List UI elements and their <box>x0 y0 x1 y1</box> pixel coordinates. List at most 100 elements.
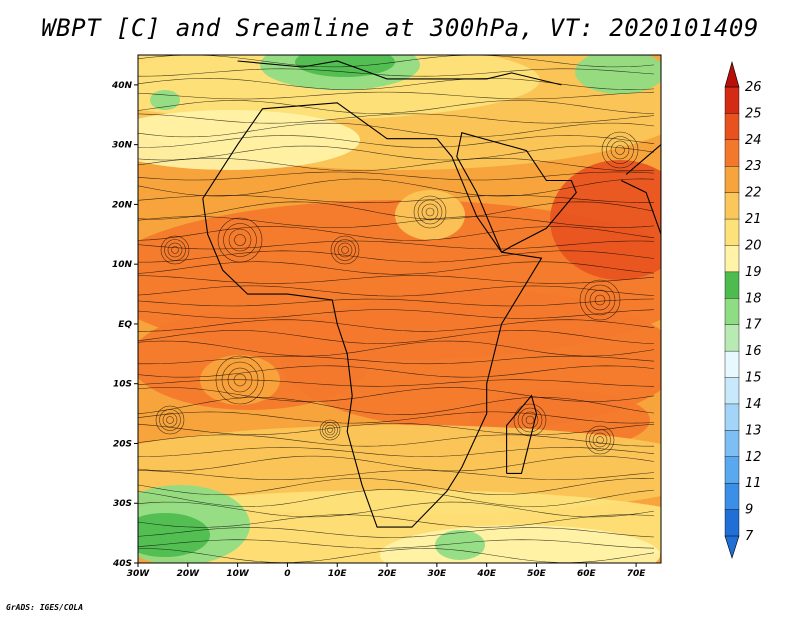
temperature-region <box>150 90 180 110</box>
streamline-eddy <box>517 407 543 433</box>
streamline-eddy <box>167 242 183 258</box>
streamline-eddy <box>223 223 257 257</box>
lon-tick-label: 40E <box>476 569 497 579</box>
streamline-eddy <box>421 203 439 221</box>
streamline <box>138 240 655 250</box>
streamline-eddy <box>579 279 621 321</box>
streamline <box>138 91 655 100</box>
streamline-eddy <box>413 195 447 229</box>
colorbar: 26 25 24 23 22 21 20 19 18 17 16 15 14 13 12 11 9 7 <box>724 60 762 559</box>
coastline <box>456 132 577 253</box>
colorbar-label: 7 <box>745 529 754 544</box>
plot-area <box>138 55 661 563</box>
streamline <box>138 171 655 181</box>
streamline <box>138 527 655 538</box>
streamline-eddy <box>337 242 353 258</box>
colorbar-label: 21 <box>745 212 762 227</box>
lon-tick-label: 0 <box>284 569 290 579</box>
streamline-eddy <box>164 239 186 261</box>
streamline <box>138 122 655 138</box>
lat-tick-label: 40S <box>112 559 132 569</box>
streamline-eddy <box>155 405 185 435</box>
streamline-eddy <box>584 284 616 316</box>
streamline <box>138 68 655 77</box>
streamline-eddy <box>601 131 639 169</box>
streamline <box>138 387 655 402</box>
streamline <box>138 55 655 68</box>
lat-tick-label: 20N <box>112 200 133 210</box>
latitude-axis: 40N 30N 20N 10N EQ 10S 20S 30S 40S <box>111 81 138 569</box>
streamline <box>138 145 655 161</box>
streamline <box>138 319 655 332</box>
colorbar-label: 19 <box>745 265 762 280</box>
streamline-eddy <box>425 207 435 217</box>
colorbar-swatch <box>724 350 740 379</box>
streamline-eddy <box>513 403 547 437</box>
streamline <box>138 261 655 275</box>
colorbar-label: 26 <box>745 80 762 95</box>
streamline <box>138 309 655 319</box>
colorbar-label: 18 <box>745 291 762 306</box>
coastlines <box>202 60 661 528</box>
temperature-region <box>395 190 465 240</box>
colorbar-swatch <box>724 218 740 246</box>
streamline <box>138 397 655 415</box>
colorbar-label: 15 <box>745 371 762 386</box>
colorbar-label: 16 <box>745 344 762 359</box>
colorbar-swatch <box>724 86 740 114</box>
streamline-eddy <box>589 289 611 311</box>
lon-tick-label: 30W <box>127 569 151 579</box>
streamline <box>138 216 655 228</box>
streamline <box>138 178 655 197</box>
streamline-eddy <box>159 409 181 431</box>
streamline <box>138 455 655 472</box>
streamline-eddy <box>227 367 253 393</box>
streamline-eddy <box>171 246 179 254</box>
colorbar-swatch <box>724 377 740 405</box>
streamline <box>138 489 655 507</box>
lat-tick-label: EQ <box>118 320 132 330</box>
streamline-eddy <box>334 239 356 261</box>
colorbar-label: 13 <box>745 423 762 438</box>
colorbar-swatch <box>724 139 740 167</box>
colorbar-swatch <box>724 298 740 326</box>
temperature-region <box>550 160 661 280</box>
streamline <box>138 330 655 344</box>
streamline <box>138 340 655 357</box>
streamline <box>138 470 655 480</box>
colorbar-swatch <box>724 430 740 458</box>
streamline-eddy <box>592 432 608 448</box>
colorbar-swatch <box>724 166 740 194</box>
streamline <box>138 514 655 528</box>
streamline-eddy <box>322 422 338 438</box>
streamline <box>138 78 655 90</box>
streamline <box>138 135 655 148</box>
colorbar-label: 23 <box>745 159 762 174</box>
streamline <box>138 501 655 518</box>
streamline-eddy <box>160 235 190 265</box>
streamline-eddy <box>606 136 634 164</box>
streamline-eddy <box>166 416 174 424</box>
streamline-eddy <box>162 412 178 428</box>
streamline-eddy <box>330 235 360 265</box>
lon-tick-label: 10E <box>328 569 348 579</box>
streamline-eddy <box>341 246 349 254</box>
streamline <box>138 411 655 424</box>
lat-tick-label: 30S <box>113 499 132 509</box>
streamline <box>138 539 655 549</box>
streamline-eddy <box>324 424 336 436</box>
colorbar-label: 20 <box>745 239 762 254</box>
colorbar-label: 14 <box>745 397 762 412</box>
temperature-region <box>575 55 661 94</box>
streamline-eddy <box>228 228 252 252</box>
colorbar-label: 9 <box>745 503 753 518</box>
streamline-eddy <box>417 199 443 225</box>
streamline-eddy <box>610 140 630 160</box>
lat-tick-label: 30N <box>112 141 133 151</box>
streamline-eddy <box>327 427 333 433</box>
streamline <box>138 157 655 172</box>
colorbar-swatch <box>724 113 740 141</box>
colorbar-max-triangle <box>724 60 740 88</box>
plot-frame <box>137 54 662 564</box>
